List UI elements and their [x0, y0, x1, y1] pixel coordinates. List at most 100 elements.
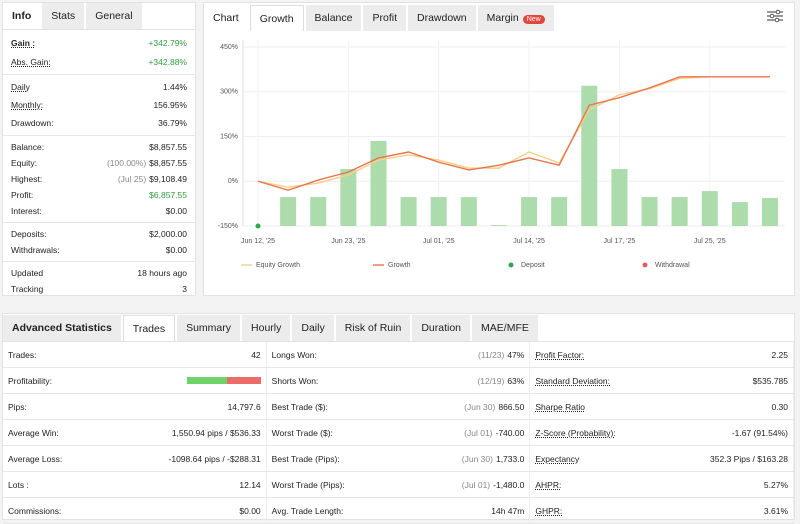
tab[interactable]: Info	[3, 3, 41, 29]
stat-value-wrap: $0.00	[166, 206, 187, 216]
tab[interactable]: Growth	[249, 5, 304, 31]
stat-value: $2,000.00	[149, 229, 187, 239]
stat-value: 42	[251, 349, 261, 360]
stat-row: Withdrawals: $0.00	[3, 242, 195, 258]
stat-value: $9,108.49	[149, 174, 187, 184]
tab-bar: Chart Growth Balance Profit Drawdown Margin Ne…	[204, 3, 794, 31]
stat-value: 1,550.94 pips / $536.33	[171, 427, 261, 438]
stat-value: 47%	[507, 349, 525, 360]
stat-value: 156.95%	[153, 100, 187, 110]
table-row: Average Win: 1,550.94 pips / $536.33 Worst…	[3, 420, 795, 446]
stat-value: -1098.64 pips / -$288.31	[168, 453, 261, 464]
table-cell: Pips: 14,797.6	[3, 394, 267, 419]
tab[interactable]: Trades	[122, 315, 176, 341]
tab[interactable]: Balance	[305, 5, 362, 31]
stat-label: Standard Deviation:	[535, 375, 611, 386]
stat-label: Expectancy	[535, 453, 580, 464]
stat-row: Daily 1.44%	[3, 78, 195, 96]
stat-label: Average Loss:	[8, 453, 63, 464]
profitability-bar	[186, 377, 261, 384]
stat-value-wrap: $0.00	[166, 245, 187, 255]
stat-label: Monthly:	[11, 100, 44, 110]
stat-row: Drawdown: 36.79%	[3, 114, 195, 132]
stat-value-wrap: (100.00%) $8,857.55	[107, 158, 187, 168]
stat-value: 36.79%	[158, 118, 187, 128]
tab[interactable]: Risk of Ruin	[335, 315, 411, 341]
stat-label: GHPR:	[535, 505, 563, 516]
stat-value: 1,733.0	[495, 453, 525, 464]
stat-value-wrap: 3	[182, 284, 187, 294]
tab[interactable]: Duration	[412, 315, 471, 341]
table-cell: Trades: 42	[3, 342, 267, 367]
stat-label: Drawdown:	[11, 118, 54, 128]
stat-note: (Jul 25)	[117, 174, 147, 184]
stat-note: (Jun 30)	[461, 453, 493, 464]
stat-group: Deposits: $2,000.00 Withdrawals: $0.00	[3, 223, 195, 262]
stat-value: $0.00	[165, 206, 187, 216]
stat-label: Shorts Won:	[271, 375, 319, 386]
table-cell: AHPR: 5.27%	[530, 472, 795, 497]
stat-label: Tracking	[11, 284, 44, 294]
table-cell: Best Trade (Pips): (Jun 30) 1,733.0	[267, 446, 531, 471]
stat-value-wrap: 36.79%	[158, 118, 187, 128]
tab[interactable]: Hourly	[242, 315, 291, 341]
tab[interactable]: Stats	[42, 3, 85, 29]
table-cell: Worst Trade (Pips): (Jul 01) -1,480.0	[267, 472, 531, 497]
stat-value-wrap: 1.44%	[163, 82, 187, 92]
table-cell: Best Trade ($): (Jun 30) 866.50	[267, 394, 531, 419]
table-cell: Commissions: $0.00	[3, 498, 267, 523]
tab[interactable]: Drawdown	[408, 5, 476, 31]
tab[interactable]: Profit	[363, 5, 406, 31]
stat-row: Highest: (Jul 25) $9,108.49	[3, 171, 195, 187]
stat-note: (12/19)	[477, 375, 505, 386]
tab-bar: Advanced Statistics Trades Summary Hourly Da…	[3, 314, 794, 342]
new-badge: New	[522, 15, 545, 24]
tab[interactable]: MAE/MFE	[472, 315, 538, 341]
stat-value: 352.3 Pips / $163.28	[710, 453, 789, 464]
stat-label: Avg. Trade Length:	[271, 505, 344, 516]
stat-label: Gain :	[11, 37, 36, 48]
stat-label: Lots :	[8, 479, 29, 490]
stat-value: 63%	[507, 375, 525, 386]
stat-value: 5.27%	[763, 479, 789, 490]
table-cell: Sharpe Ratio 0.30	[530, 394, 795, 419]
stat-label: Worst Trade ($):	[271, 427, 333, 438]
bar-won	[186, 377, 228, 384]
table-cell: Avg. Trade Length: 14h 47m	[267, 498, 531, 523]
stat-note: (Jul 01)	[464, 427, 493, 438]
stat-value: 0.30	[771, 401, 789, 412]
settings-icon[interactable]	[766, 9, 784, 23]
stat-value: 866.50	[498, 401, 525, 412]
table-cell: Profit Factor: 2.25	[530, 342, 795, 367]
info-panel: Info Stats General Gain : +342.79% Abs. Gain:…	[2, 2, 196, 296]
stat-value-wrap: 156.95%	[153, 100, 187, 110]
stat-label: Profitability:	[8, 375, 52, 386]
tab[interactable]: General	[86, 3, 142, 29]
stat-note: (100.00%)	[106, 158, 147, 168]
table-cell: Lots : 12.14	[3, 472, 267, 497]
table-row: Average Loss: -1098.64 pips / -$288.31 Bes…	[3, 446, 795, 472]
stat-value-wrap: $6,857.55	[149, 190, 187, 200]
stat-row: Monthly: 156.95%	[3, 96, 195, 114]
stat-label: Worst Trade (Pips):	[271, 479, 345, 490]
stat-row: Updated 18 hours ago	[3, 265, 195, 281]
stat-group: Daily 1.44% Monthly: 156.95% Drawdown: 36.79%	[3, 75, 195, 136]
stat-value: 3	[182, 284, 187, 294]
stat-note: (Jun 30)	[464, 401, 496, 412]
stat-label: AHPR:	[535, 479, 562, 490]
stat-label: Highest:	[11, 174, 43, 184]
table-row: Commissions: $0.00 Avg. Trade Length: 14h 4…	[3, 498, 795, 524]
tab[interactable]: Margin New	[477, 5, 554, 31]
stat-value-wrap: 18 hours ago	[137, 268, 187, 278]
stat-label: Trades:	[8, 349, 37, 360]
stat-row: Interest: $0.00	[3, 203, 195, 219]
stat-row: Balance: $8,857.55	[3, 139, 195, 155]
tab[interactable]: Summary	[177, 315, 241, 341]
stat-value: +342.79%	[148, 37, 187, 48]
tab[interactable]: Chart	[204, 5, 248, 31]
stats-panel: Advanced Statistics Trades Summary Hourly Da…	[2, 313, 795, 524]
table-cell: Longs Won: (11/23) 47%	[267, 342, 531, 367]
stat-value: $8,857.55	[149, 158, 187, 168]
chart-panel: Chart Growth Balance Profit Drawdown Margin Ne…	[203, 2, 795, 296]
tab[interactable]: Daily	[292, 315, 334, 341]
